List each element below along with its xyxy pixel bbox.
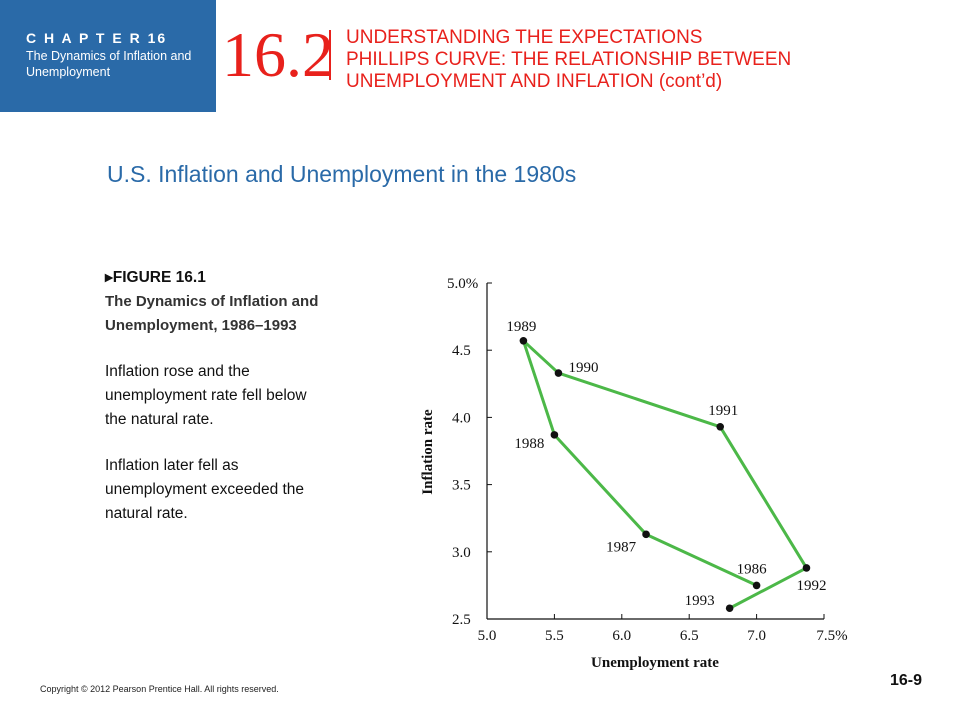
chapter-header-box: C H A P T E R 16 The Dynamics of Inflati…: [0, 0, 216, 112]
section-title: UNDERSTANDING THE EXPECTATIONS PHILLIPS …: [346, 27, 946, 93]
data-point-1986: [752, 581, 761, 590]
triangle-bullet-icon: ▸: [105, 269, 113, 286]
data-point-1988: [550, 431, 559, 439]
figure-title-line: Unemployment, 1986–1993: [105, 317, 297, 334]
caption-line: unemployment exceeded the: [105, 481, 305, 498]
y-tick-label: 5.0%: [447, 276, 478, 292]
data-point-1992: [802, 564, 811, 572]
point-label-1987: 1987: [606, 539, 637, 555]
caption-line: Inflation later fell as: [105, 457, 239, 474]
figure-caption: ▸FIGURE 16.1 The Dynamics of Inflation a…: [105, 266, 395, 526]
chart-axes: [486, 283, 824, 620]
figure-label: ▸FIGURE 16.1: [105, 266, 395, 290]
chart-ticks: 5.0 5.5 6.0 6.5 7.0 7.5% 2.5 3.0 3.5 4.0 4.5 5.0%: [447, 276, 848, 644]
data-point-1989: [519, 336, 528, 345]
data-point-1990: [554, 369, 563, 377]
y-axis-title: Inflation rate: [420, 409, 436, 495]
point-label-1986: 1986: [737, 561, 768, 577]
point-label-1991: 1991: [708, 403, 738, 419]
section-title-line: UNEMPLOYMENT AND INFLATION (cont’d): [346, 71, 723, 92]
point-label-1989: 1989: [506, 319, 536, 335]
slide-subtitle: U.S. Inflation and Unemployment in the 1…: [107, 161, 577, 187]
x-tick-label: 7.5%: [816, 628, 847, 644]
caption-line: the natural rate.: [105, 411, 214, 428]
y-tick-label: 4.5: [452, 343, 471, 359]
inflation-unemployment-line: [521, 339, 808, 610]
copyright-notice: Copyright © 2012 Pearson Prentice Hall. …: [40, 684, 279, 694]
y-tick-label: 3.0: [452, 545, 471, 561]
x-tick-label: 7.0: [747, 628, 766, 644]
figure-label-text: FIGURE 16.1: [112, 269, 206, 286]
caption-line: natural rate.: [105, 505, 188, 522]
data-points: 1986 1987 1988 1989 1990 1991 1992 1993: [506, 319, 826, 613]
chapter-label: C H A P T E R 16: [26, 30, 168, 46]
x-tick-label: 6.0: [612, 628, 631, 644]
x-tick-label: 5.0: [478, 628, 497, 644]
point-label-1992: 1992: [796, 578, 826, 594]
caption-line: Inflation rose and the: [105, 363, 250, 380]
figure-title-line: The Dynamics of Inflation and: [105, 293, 319, 310]
caption-paragraph-2: Inflation later fell as unemployment exc…: [105, 454, 395, 526]
caption-paragraph-1: Inflation rose and the unemployment rate…: [105, 360, 395, 432]
section-number: 16.2: [222, 19, 334, 90]
caption-line: unemployment rate fell below: [105, 387, 307, 404]
x-axis-title: Unemployment rate: [591, 655, 719, 671]
data-point-1991: [716, 423, 725, 431]
figure-title: The Dynamics of Inflation and Unemployme…: [105, 290, 395, 338]
point-label-1993: 1993: [685, 593, 715, 609]
point-label-1990: 1990: [568, 360, 598, 376]
point-label-1988: 1988: [514, 436, 544, 452]
section-title-line: PHILLIPS CURVE: THE RELATIONSHIP BETWEEN: [346, 49, 792, 70]
section-divider: [329, 30, 331, 80]
x-tick-label: 5.5: [545, 628, 564, 644]
section-title-line: UNDERSTANDING THE EXPECTATIONS: [346, 27, 703, 48]
data-point-1993: [725, 604, 734, 613]
data-point-1987: [642, 530, 650, 539]
y-tick-label: 3.5: [452, 478, 471, 494]
y-tick-label: 2.5: [452, 612, 471, 628]
x-tick-label: 6.5: [680, 628, 699, 644]
page-number: 16-9: [889, 672, 922, 689]
y-tick-label: 4.0: [452, 410, 471, 426]
chapter-subtitle: The Dynamics of Inflation and Unemployme…: [26, 49, 192, 79]
